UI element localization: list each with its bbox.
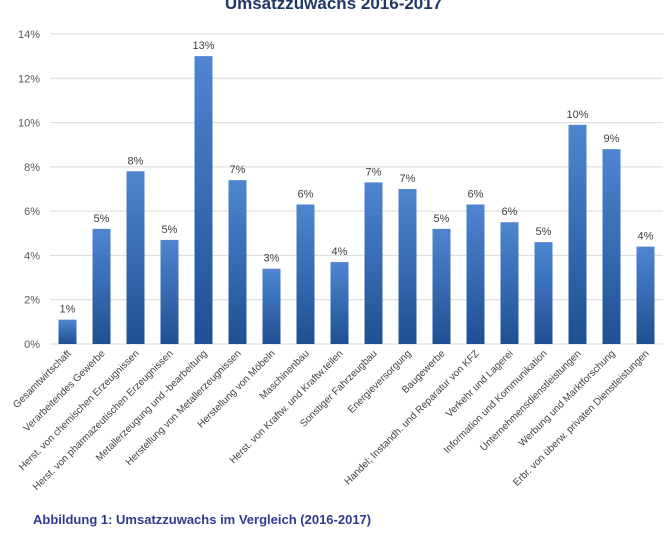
bar — [534, 242, 553, 344]
y-tick-label: 6% — [24, 206, 40, 218]
y-tick-label: 0% — [24, 339, 40, 351]
bar — [160, 239, 179, 344]
data-label: 1% — [60, 304, 76, 316]
bar — [500, 222, 519, 344]
bar — [126, 171, 145, 344]
x-tick-label: Gesamtwirtschaft — [11, 348, 74, 411]
data-label: 9% — [604, 133, 620, 145]
data-label: 6% — [502, 206, 518, 218]
x-tick-label: Herst. von chemischen Erzeugnissen — [17, 348, 142, 473]
data-label: 10% — [566, 109, 588, 121]
data-label: 7% — [230, 164, 246, 176]
data-label: 4% — [332, 246, 348, 258]
bar — [194, 56, 213, 345]
bar — [466, 204, 485, 344]
bar — [58, 319, 77, 344]
y-tick-label: 4% — [24, 250, 40, 262]
y-tick-label: 8% — [24, 162, 40, 174]
data-label: 13% — [192, 40, 214, 52]
data-label: 5% — [162, 224, 178, 236]
data-label: 5% — [434, 213, 450, 225]
data-label: 5% — [94, 213, 110, 225]
bar — [296, 204, 315, 344]
bar — [636, 246, 655, 344]
chart-title: Umsatzzuwachs 2016-2017 — [224, 0, 443, 13]
bar — [398, 189, 417, 344]
y-tick-label: 2% — [24, 295, 40, 307]
data-labels: 1% 5% 8% 5% 13% 7% 3% 6% 4% 7% 7% 5% 6% 6% 5% 10% 9% 4% — [60, 40, 654, 316]
data-label: 7% — [366, 166, 382, 178]
data-label: 7% — [400, 173, 416, 185]
bar-chart: 0% 2% 4% 6% 8% 10% 12% 14% 1% 5% 8% 5% 13% 7% 3% 6% 4% 7… — [11, 29, 663, 493]
y-tick-label: 10% — [18, 118, 40, 130]
y-tick-label: 14% — [18, 29, 40, 41]
data-label: 3% — [264, 253, 280, 265]
data-label: 6% — [298, 189, 314, 201]
bars — [58, 56, 655, 345]
figure-caption: Abbildung 1: Umsatzzuwachs im Vergleich … — [33, 512, 372, 527]
bar — [602, 149, 621, 344]
x-tick-label: Energieversorgung — [346, 348, 414, 416]
bar — [364, 182, 383, 344]
y-axis: 0% 2% 4% 6% 8% 10% 12% 14% — [18, 29, 40, 351]
bar — [92, 228, 111, 344]
data-label: 8% — [128, 155, 144, 167]
data-label: 4% — [638, 231, 654, 243]
data-label: 5% — [536, 226, 552, 238]
bar — [432, 228, 451, 344]
bar — [568, 124, 587, 345]
bar — [330, 262, 349, 344]
bar — [228, 180, 247, 344]
gridlines — [50, 33, 663, 345]
data-label: 6% — [468, 189, 484, 201]
y-tick-label: 12% — [18, 73, 40, 85]
bar — [262, 268, 281, 344]
